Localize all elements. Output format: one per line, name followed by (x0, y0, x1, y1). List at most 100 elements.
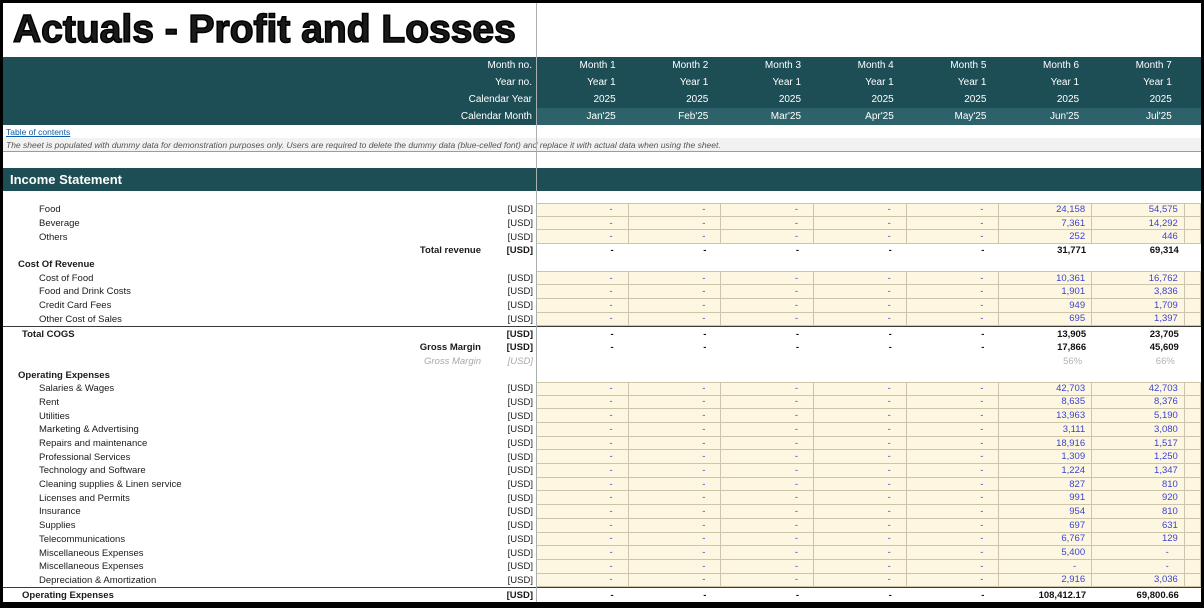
period-cell[interactable]: Mar'25 (721, 108, 815, 125)
value-cell[interactable]: - (814, 312, 907, 327)
row-label-cell[interactable]: Cost Of Revenue (18, 259, 95, 271)
value-cell[interactable]: - (721, 491, 815, 506)
value-cell[interactable]: - (628, 203, 722, 217)
value-cell[interactable] (999, 258, 1092, 272)
row-label-cell[interactable]: Food and Drink Costs (39, 286, 131, 298)
value-cell[interactable]: - (814, 505, 907, 519)
value-cell[interactable]: - (536, 546, 629, 560)
value-cell[interactable]: - (628, 518, 722, 533)
value-cell[interactable] (999, 368, 1092, 382)
value-cell[interactable]: - (610, 589, 614, 601)
value-cell[interactable]: - (628, 477, 722, 492)
value-cell[interactable]: - (536, 505, 629, 519)
value-cell[interactable] (907, 368, 1000, 382)
value-cell[interactable]: - (814, 559, 907, 574)
value-cell[interactable]: 1,309 (999, 450, 1093, 465)
value-cell[interactable]: - (536, 312, 629, 327)
value-cell[interactable]: 954 (999, 505, 1093, 519)
row-label-cell[interactable]: Beverage (39, 218, 80, 230)
row-label-cell[interactable]: Supplies (39, 520, 76, 532)
value-cell[interactable]: - (628, 450, 722, 465)
value-cell[interactable]: 695 (999, 312, 1093, 327)
value-cell[interactable]: - (721, 464, 815, 478)
value-cell[interactable]: 631 (1092, 518, 1185, 533)
row-label-cell[interactable]: Telecommunications (39, 533, 126, 545)
value-cell[interactable] (814, 355, 907, 369)
value-cell[interactable]: - (814, 216, 907, 231)
value-cell[interactable]: - (536, 271, 629, 286)
value-cell[interactable]: - (814, 203, 907, 217)
value-cell[interactable]: - (536, 230, 629, 245)
value-cell[interactable]: - (906, 381, 1000, 396)
value-cell[interactable]: 69,800.66 (1136, 589, 1179, 601)
value-cell[interactable]: 3,036 (1092, 573, 1185, 588)
value-cell[interactable]: - (888, 245, 892, 257)
period-cell[interactable]: Month 1 (579, 60, 616, 71)
period-cell[interactable]: 2025 (871, 94, 894, 105)
row-label-cell[interactable]: Credit Card Fees (39, 300, 112, 312)
value-cell[interactable]: - (628, 409, 722, 423)
row-label-cell[interactable]: Insurance (39, 506, 81, 518)
value-cell[interactable]: - (814, 436, 907, 451)
value-cell[interactable]: 8,376 (1092, 395, 1185, 410)
row-label-cell[interactable]: Professional Services (39, 451, 131, 463)
value-cell[interactable]: - (906, 409, 1000, 423)
row-label-cell[interactable]: Utilities (39, 410, 70, 422)
row-label-cell[interactable]: Total COGS (22, 328, 75, 340)
value-cell[interactable]: 2,916 (999, 573, 1093, 588)
value-cell[interactable]: - (628, 532, 722, 547)
value-cell[interactable]: - (703, 589, 707, 601)
value-cell[interactable]: - (1092, 559, 1185, 574)
value-cell[interactable]: - (721, 395, 815, 410)
period-cell[interactable]: Year 1 (1143, 77, 1172, 88)
value-cell[interactable]: 920 (1092, 491, 1185, 506)
row-label-cell[interactable]: Technology and Software (39, 465, 146, 477)
value-cell[interactable]: - (536, 477, 629, 492)
period-cell[interactable]: Year 1 (865, 77, 894, 88)
value-cell[interactable]: 54,575 (1092, 203, 1185, 217)
value-cell[interactable]: - (814, 532, 907, 547)
value-cell[interactable]: - (906, 230, 1000, 245)
value-cell[interactable]: - (628, 395, 722, 410)
value-cell[interactable]: 810 (1092, 477, 1185, 492)
value-cell[interactable]: - (721, 271, 815, 286)
value-cell[interactable]: - (906, 573, 1000, 588)
value-cell[interactable]: - (721, 573, 815, 588)
value-cell[interactable]: 991 (999, 491, 1093, 506)
value-cell[interactable]: - (888, 342, 892, 354)
value-cell[interactable]: - (628, 312, 722, 327)
value-cell[interactable]: - (888, 589, 892, 601)
value-cell[interactable] (907, 258, 1000, 272)
value-cell[interactable]: - (906, 298, 1000, 313)
value-cell[interactable]: 1,250 (1092, 450, 1185, 465)
value-cell[interactable]: - (610, 342, 614, 354)
value-cell[interactable]: - (703, 328, 707, 340)
value-cell[interactable]: 129 (1092, 532, 1185, 547)
row-label-cell[interactable]: Cost of Food (39, 272, 94, 284)
period-cell[interactable]: Month 7 (1135, 60, 1172, 71)
value-cell[interactable]: - (536, 423, 629, 437)
value-cell[interactable]: - (906, 395, 1000, 410)
row-label-cell[interactable]: Others (39, 231, 68, 243)
value-cell[interactable]: 949 (999, 298, 1093, 313)
value-cell[interactable]: - (628, 436, 722, 451)
value-cell[interactable]: - (814, 518, 907, 533)
value-cell[interactable]: - (721, 298, 815, 313)
row-label-cell[interactable]: Marketing & Advertising (39, 424, 139, 436)
value-cell[interactable]: 1,224 (999, 464, 1093, 478)
row-label-cell[interactable]: Licenses and Permits (39, 492, 130, 504)
value-cell[interactable]: - (814, 285, 907, 299)
value-cell[interactable]: 3,080 (1092, 423, 1185, 437)
value-cell[interactable]: - (536, 450, 629, 465)
value-cell[interactable]: 17,866 (1057, 342, 1087, 354)
value-cell[interactable]: - (628, 298, 722, 313)
value-cell[interactable] (1092, 258, 1185, 272)
period-cell[interactable]: 2025 (1056, 94, 1080, 105)
value-cell[interactable]: - (814, 298, 907, 313)
value-cell[interactable]: 5,190 (1092, 409, 1185, 423)
value-cell[interactable]: - (610, 245, 614, 257)
value-cell[interactable]: - (906, 285, 1000, 299)
value-cell[interactable]: - (814, 381, 907, 396)
value-cell[interactable]: - (814, 573, 907, 588)
value-cell[interactable]: - (721, 230, 815, 245)
